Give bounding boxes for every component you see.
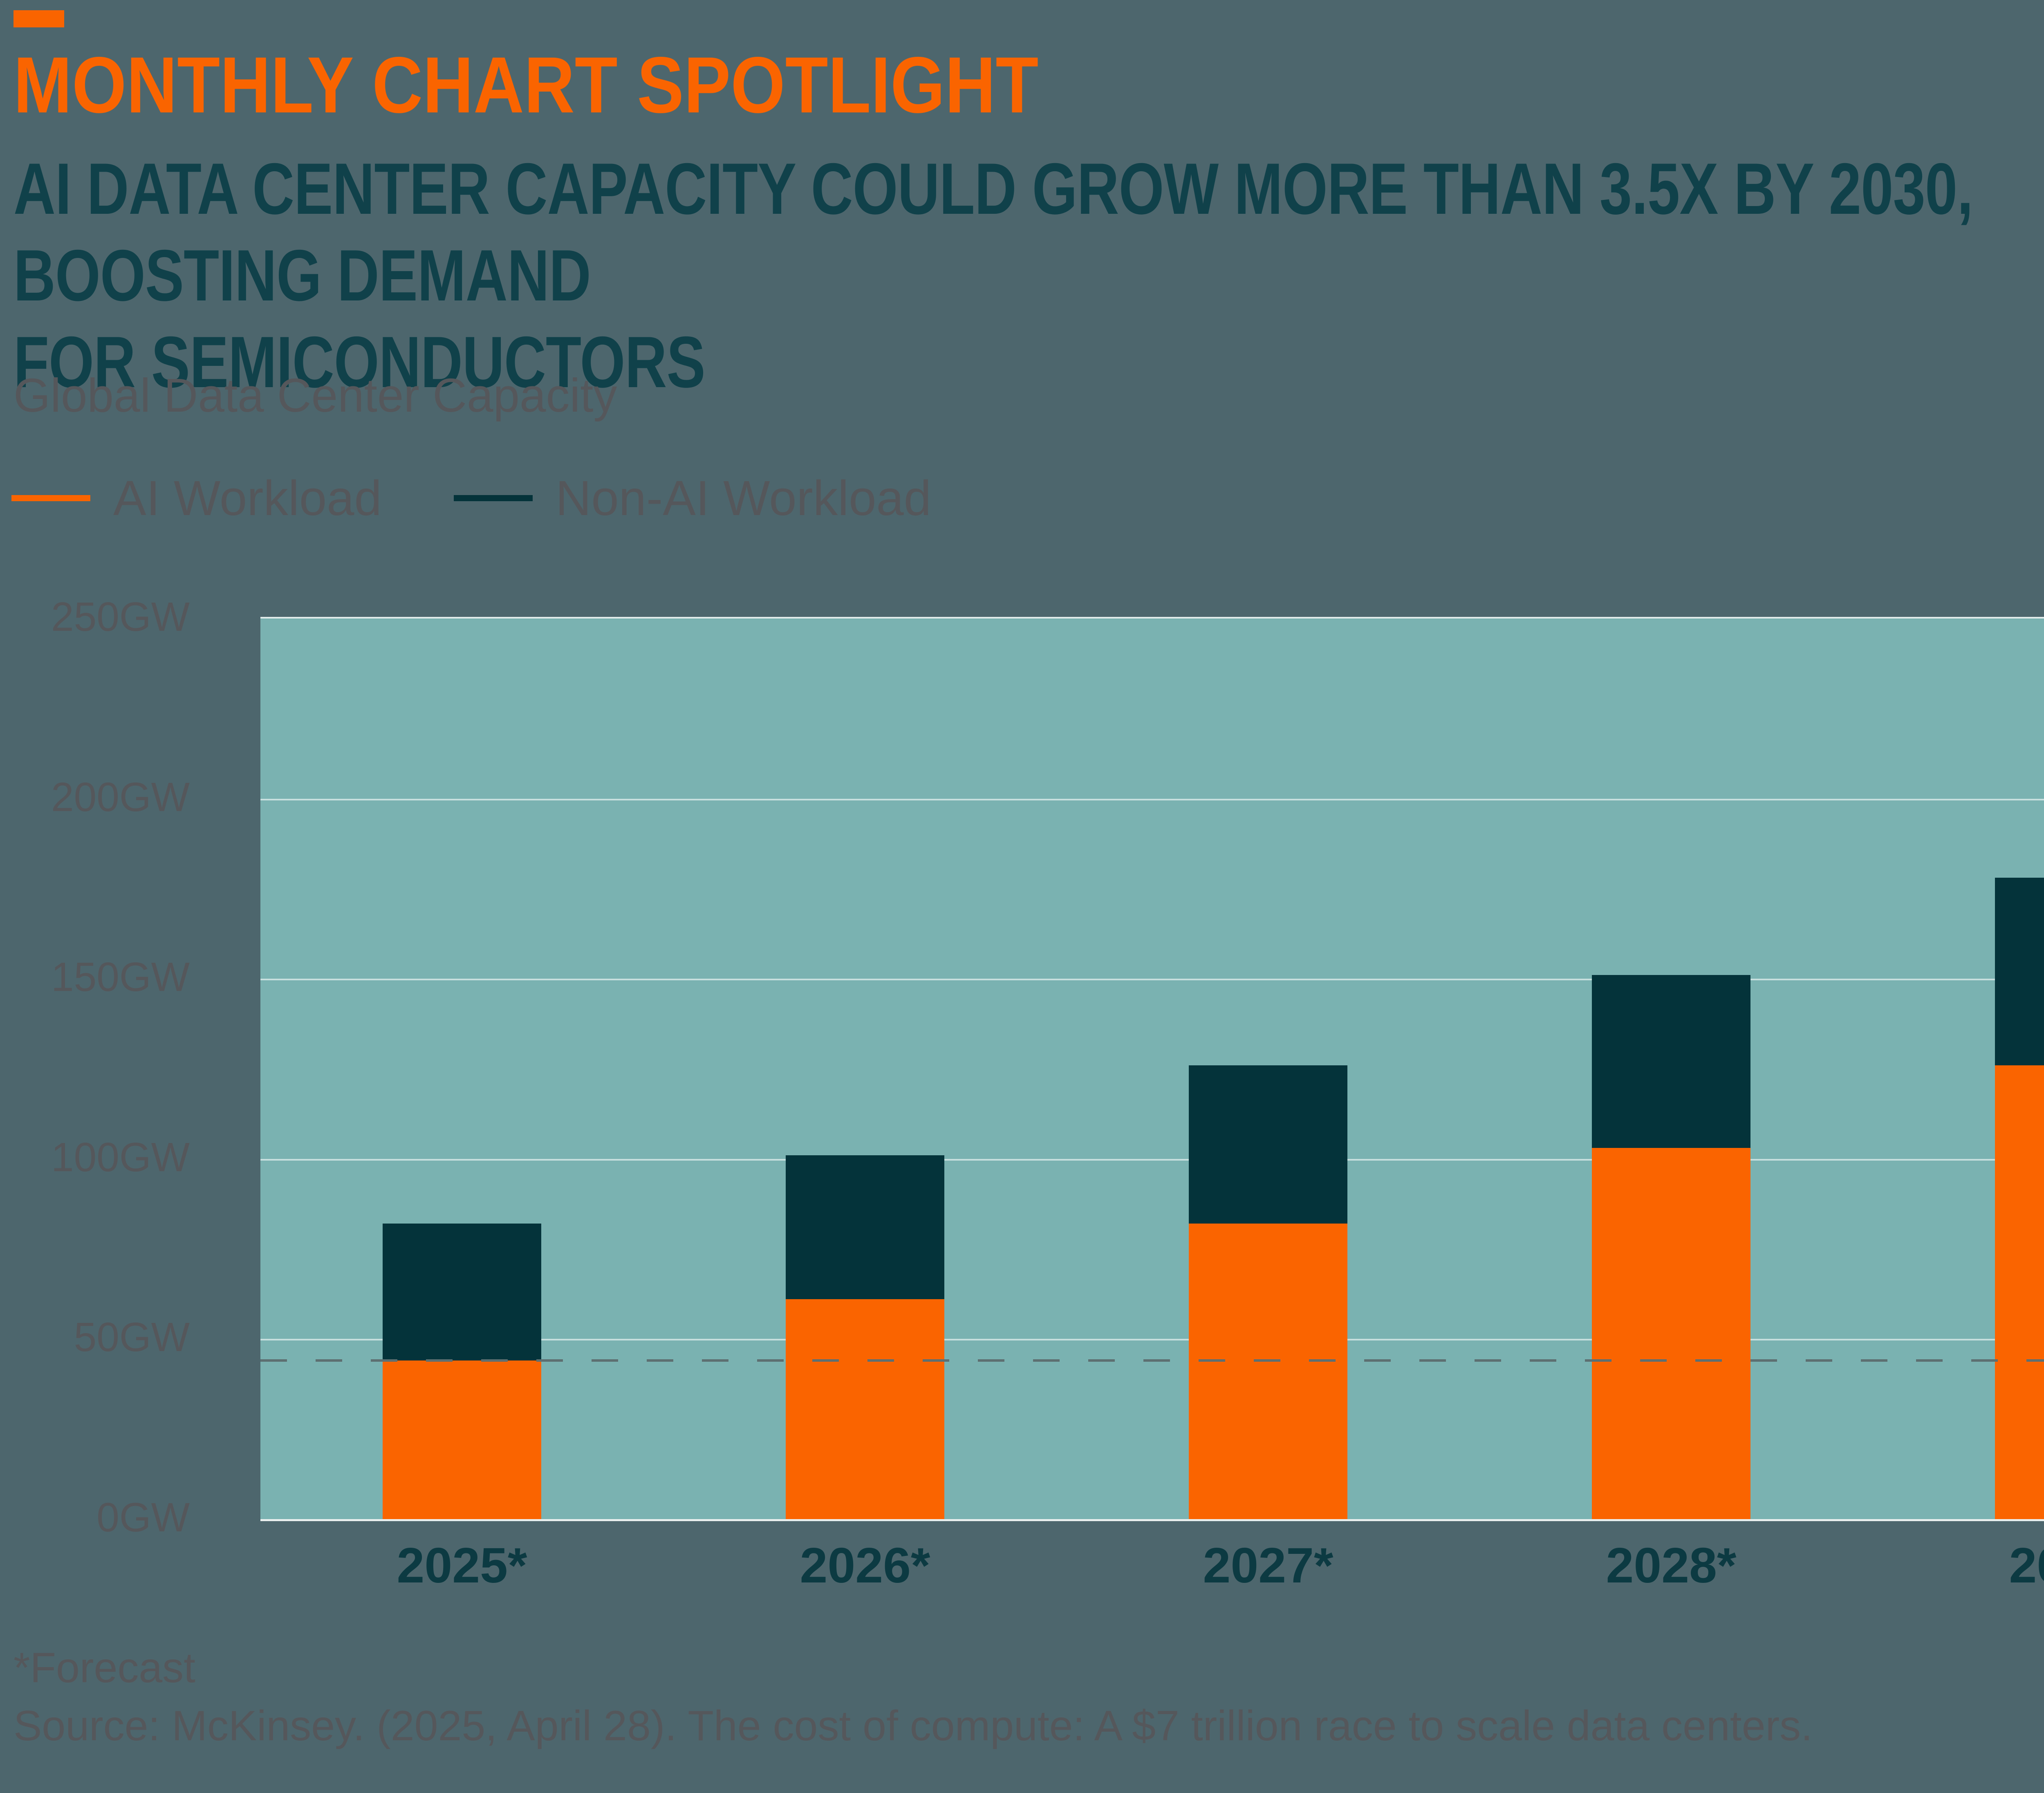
reference-line-44gw	[260, 1359, 2044, 1362]
legend-label-ai-workload: AI Workload	[113, 470, 382, 526]
legend-swatch-ai-workload	[11, 495, 90, 501]
gridline-100gw	[260, 1159, 2044, 1161]
headline: AI DATA CENTER CAPACITY COULD GROW MORE …	[13, 148, 1973, 403]
y-axis-tick-label: 250GW	[51, 594, 190, 640]
bar-group-2028	[1592, 975, 1750, 1519]
x-axis-tick-label: 2026*	[800, 1537, 930, 1593]
x-axis: 2025* 2026* 2027* 2028* 2029* 2030*	[260, 1535, 2044, 1595]
legend-item-ai-workload: AI Workload	[11, 470, 382, 526]
x-axis-tick-label: 2029*	[2009, 1537, 2044, 1593]
bar-segment-non-ai	[1592, 975, 1750, 1148]
bar-group-2027	[1189, 1065, 1347, 1519]
y-axis-tick-label: 150GW	[51, 954, 190, 1000]
chart-title: Global Data Center Capacity	[13, 369, 617, 422]
legend-label-non-ai-workload: Non-AI Workload	[556, 470, 932, 526]
bar-segment-non-ai	[786, 1155, 944, 1300]
brand-mark	[13, 10, 64, 27]
bar-segment-non-ai	[1995, 878, 2044, 1065]
bar-segment-ai	[786, 1299, 944, 1519]
bar-segment-ai	[1592, 1148, 1750, 1519]
x-axis-tick-label: 2027*	[1203, 1537, 1334, 1593]
x-axis-tick-label: 2028*	[1606, 1537, 1737, 1593]
gridline-200gw	[260, 798, 2044, 800]
bar-segment-ai	[1995, 1065, 2044, 1519]
x-axis-tick-label: 2025*	[397, 1537, 527, 1593]
forecast-footnote: *Forecast	[13, 1644, 196, 1692]
bar-group-2029	[1995, 878, 2044, 1519]
legend-item-non-ai-workload: Non-AI Workload	[454, 470, 932, 526]
y-axis-tick-label: 200GW	[51, 774, 190, 820]
bar-segment-non-ai	[1189, 1065, 1347, 1224]
y-axis-tick-label: 0GW	[96, 1495, 190, 1540]
y-axis-tick-label: 100GW	[51, 1134, 190, 1180]
bar-segment-ai	[1189, 1224, 1347, 1519]
source-line: Source: McKinsey. (2025, April 28). The …	[13, 1702, 1813, 1750]
bar-group-2026	[786, 1155, 944, 1519]
bar-group-2025	[383, 1224, 541, 1519]
legend-swatch-non-ai-workload	[454, 495, 533, 501]
gridline-50gw	[260, 1339, 2044, 1341]
bar-segment-ai	[383, 1360, 541, 1519]
plot-area: 3.5x	[260, 617, 2044, 1521]
page-title: MONTHLY CHART SPOTLIGHT	[13, 40, 1039, 130]
bar-segment-non-ai	[383, 1224, 541, 1361]
gridline-150gw	[260, 979, 2044, 981]
y-axis-tick-label: 50GW	[74, 1314, 190, 1360]
